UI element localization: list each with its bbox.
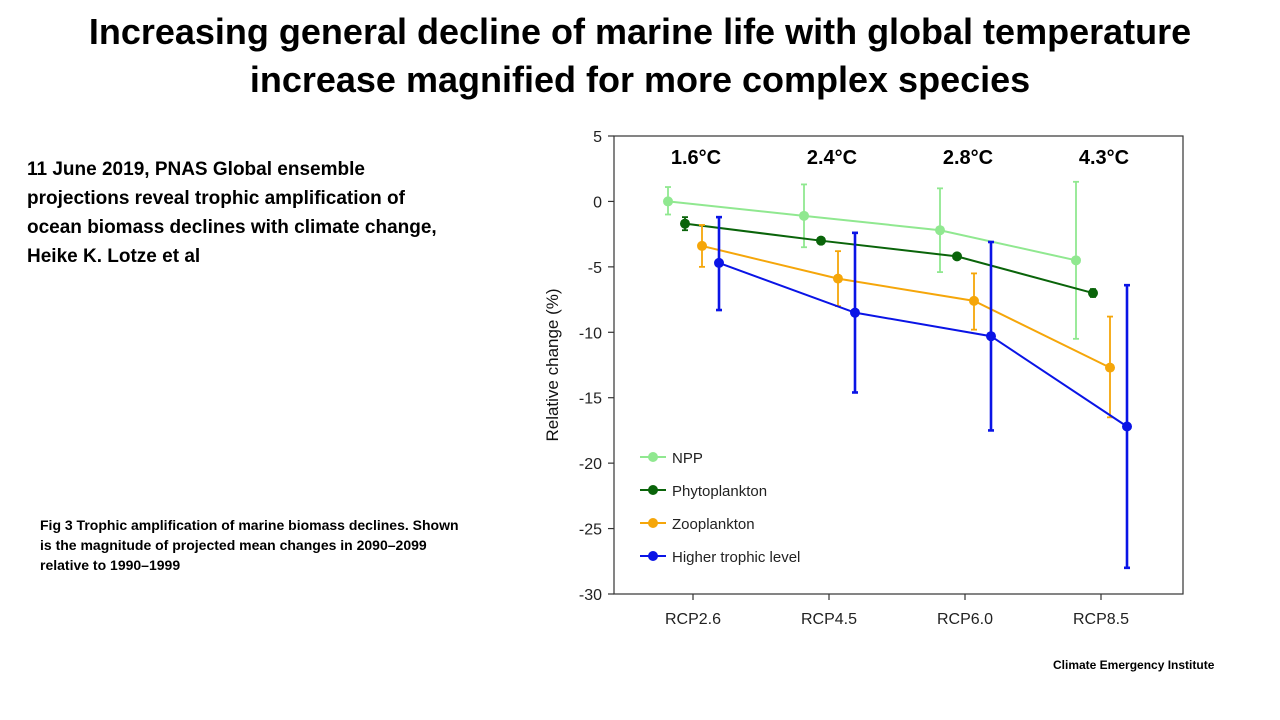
- series-group: [663, 180, 1132, 570]
- x-tick-label: RCP2.6: [665, 611, 721, 628]
- legend: NPP Phytoplankton Zooplankton Higher trophi…: [640, 450, 800, 566]
- data-point: [714, 257, 724, 268]
- y-axis-label: Relative change (%): [543, 288, 562, 441]
- citation-line-4: Heike K. Lotze et al: [27, 246, 201, 267]
- title-line-2: increase magnified for more complex spec…: [249, 59, 1031, 100]
- series-line: [667, 200, 1077, 262]
- citation: 11 June 2019, PNAS Global ensemble proje…: [27, 155, 497, 271]
- y-tick-label: 0: [593, 194, 602, 211]
- y-tick-label: -15: [579, 391, 602, 408]
- y-tick-label: -30: [579, 587, 602, 604]
- temperature-label: 2.4°C: [807, 147, 857, 169]
- data-point: [986, 331, 996, 342]
- slide-title: Increasing general decline of marine lif…: [20, 8, 1260, 104]
- data-point: [680, 218, 690, 229]
- x-tick-label: RCP4.5: [801, 611, 857, 628]
- data-point: [952, 251, 962, 262]
- temperature-label: 2.8°C: [943, 147, 993, 169]
- credit: Climate Emergency Institute: [1053, 658, 1215, 672]
- legend-marker: [648, 485, 658, 495]
- y-tick-label: 5: [593, 129, 602, 146]
- legend-marker: [648, 518, 658, 528]
- data-point: [833, 273, 843, 284]
- data-point: [969, 295, 979, 306]
- data-point: [850, 307, 860, 318]
- citation-line-2: projections reveal trophic amplification…: [27, 188, 405, 209]
- series-npp: [663, 180, 1081, 340]
- data-point: [1088, 288, 1098, 299]
- x-tick-label: RCP6.0: [937, 611, 993, 628]
- temperature-label: 1.6°C: [671, 147, 721, 169]
- caption-line-1: Fig 3 Trophic amplification of marine bi…: [40, 517, 459, 533]
- y-tick-label: -25: [579, 522, 602, 539]
- series-line: [701, 244, 1111, 369]
- legend-label: Zooplankton: [672, 516, 755, 533]
- data-point: [697, 240, 707, 251]
- series-line: [684, 222, 1094, 294]
- x-tick-label: RCP8.5: [1073, 611, 1129, 628]
- temperature-label: 4.3°C: [1079, 147, 1129, 169]
- chart: Relative change (%) 50-5-10-15-20-25-30 …: [543, 129, 1184, 628]
- series-phytoplankton: [680, 216, 1098, 299]
- data-point: [1122, 421, 1132, 432]
- figure-caption: Fig 3 Trophic amplification of marine bi…: [40, 515, 540, 575]
- citation-line-1: 11 June 2019, PNAS Global ensemble: [27, 159, 365, 180]
- data-point: [816, 235, 826, 246]
- legend-label: Higher trophic level: [672, 549, 800, 566]
- data-point: [799, 210, 809, 221]
- data-point: [935, 225, 945, 236]
- data-point: [663, 196, 673, 207]
- y-axis: 5 0 -5 -10 -15 -20 -25 -30: [579, 129, 614, 604]
- legend-marker: [648, 551, 658, 561]
- temperature-labels: 1.6°C 2.4°C 2.8°C 4.3°C: [671, 147, 1129, 169]
- x-axis: RCP2.6 RCP4.5 RCP6.0 RCP8.5: [665, 594, 1129, 628]
- y-tick-label: -5: [588, 260, 602, 277]
- series-zooplankton: [697, 224, 1115, 419]
- legend-marker: [648, 452, 658, 462]
- data-point: [1105, 362, 1115, 373]
- citation-line-3: ocean biomass declines with climate chan…: [27, 217, 437, 238]
- caption-line-2: is the magnitude of projected mean chang…: [40, 537, 427, 553]
- y-tick-label: -10: [579, 325, 602, 342]
- series-higher-trophic-level: [714, 215, 1132, 570]
- y-tick-label: -20: [579, 456, 602, 473]
- legend-label: NPP: [672, 450, 703, 467]
- legend-label: Phytoplankton: [672, 483, 767, 500]
- series-line: [718, 261, 1128, 428]
- data-point: [1071, 255, 1081, 266]
- title-line-1: Increasing general decline of marine lif…: [88, 11, 1192, 52]
- plot-frame: [613, 135, 1184, 595]
- caption-line-3: relative to 1990–1999: [40, 557, 181, 573]
